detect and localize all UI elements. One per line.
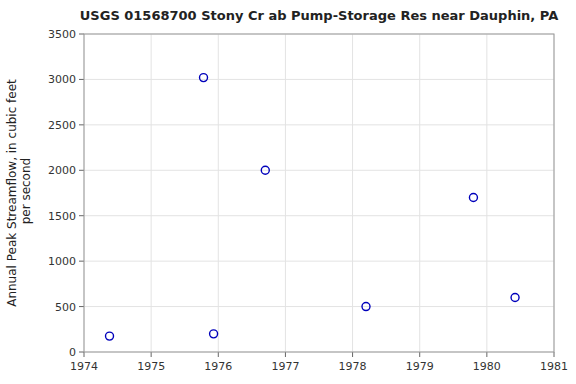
- x-tick-label: 1974: [70, 360, 98, 373]
- x-tick-label: 1978: [339, 360, 367, 373]
- x-tick: [218, 352, 219, 357]
- y-axis-label-line: Annual Peak Streamflow, in cubic feet: [5, 79, 19, 307]
- scatter-point: [362, 303, 370, 311]
- y-grid-line: [84, 215, 554, 216]
- y-tick-label: 3000: [48, 73, 76, 86]
- x-tick-label: 1981: [540, 360, 568, 373]
- scatter-point: [200, 74, 208, 82]
- points: [106, 74, 520, 340]
- y-grid-line: [84, 306, 554, 307]
- chart-container: 1974 1975 1976 1977 1978 1979 1980 1981 0 500 1000…: [0, 0, 576, 384]
- y-tick-label: 0: [69, 346, 76, 359]
- x-tick-label: 1980: [473, 360, 501, 373]
- y-tick-label: 1000: [48, 255, 76, 268]
- x-tick: [554, 352, 555, 357]
- x-grid-line: [419, 34, 420, 352]
- y-tick: [79, 306, 84, 307]
- y-tick-label: 3500: [48, 28, 76, 41]
- x-tick: [285, 352, 286, 357]
- x-grid-line: [218, 34, 219, 352]
- scatter-point: [106, 332, 114, 340]
- x-grid-line: [151, 34, 152, 352]
- x-tick: [151, 352, 152, 357]
- y-grid-line: [84, 170, 554, 171]
- x-grid-line: [486, 34, 487, 352]
- scatter-point: [511, 293, 519, 301]
- y-tick-label: 2000: [48, 164, 76, 177]
- y-grid-line: [84, 79, 554, 80]
- plot-frame: [84, 34, 554, 352]
- y-axis-label: Annual Peak Streamflow, in cubic feet pe…: [5, 79, 33, 307]
- y-tick: [79, 34, 84, 35]
- grid: [84, 34, 554, 352]
- y-tick: [79, 261, 84, 262]
- y-grid-line: [84, 261, 554, 262]
- scatter-point: [261, 166, 269, 174]
- x-tick-label: 1977: [271, 360, 299, 373]
- y-tick-label: 2500: [48, 119, 76, 132]
- y-tick-label: 1500: [48, 210, 76, 223]
- y-axis-label-line: per second: [19, 158, 33, 228]
- plot-background: [84, 34, 554, 352]
- y-grid-line: [84, 124, 554, 125]
- axes: 1974 1975 1976 1977 1978 1979 1980 1981 0 500 1000…: [48, 28, 568, 373]
- x-tick: [84, 352, 85, 357]
- x-grid-line: [285, 34, 286, 352]
- x-tick-label: 1979: [406, 360, 434, 373]
- y-tick: [79, 79, 84, 80]
- y-tick: [79, 124, 84, 125]
- x-tick: [352, 352, 353, 357]
- x-tick-label: 1975: [137, 360, 165, 373]
- x-grid-line: [352, 34, 353, 352]
- x-tick: [486, 352, 487, 357]
- y-tick: [79, 170, 84, 171]
- y-tick: [79, 215, 84, 216]
- chart-title: USGS 01568700 Stony Cr ab Pump-Storage R…: [80, 8, 558, 23]
- y-tick: [79, 352, 84, 353]
- y-tick-label: 500: [55, 301, 76, 314]
- x-tick-label: 1976: [204, 360, 232, 373]
- chart-svg: 1974 1975 1976 1977 1978 1979 1980 1981 0 500 1000…: [0, 0, 576, 384]
- x-tick: [419, 352, 420, 357]
- scatter-point: [469, 194, 477, 202]
- scatter-point: [210, 330, 218, 338]
